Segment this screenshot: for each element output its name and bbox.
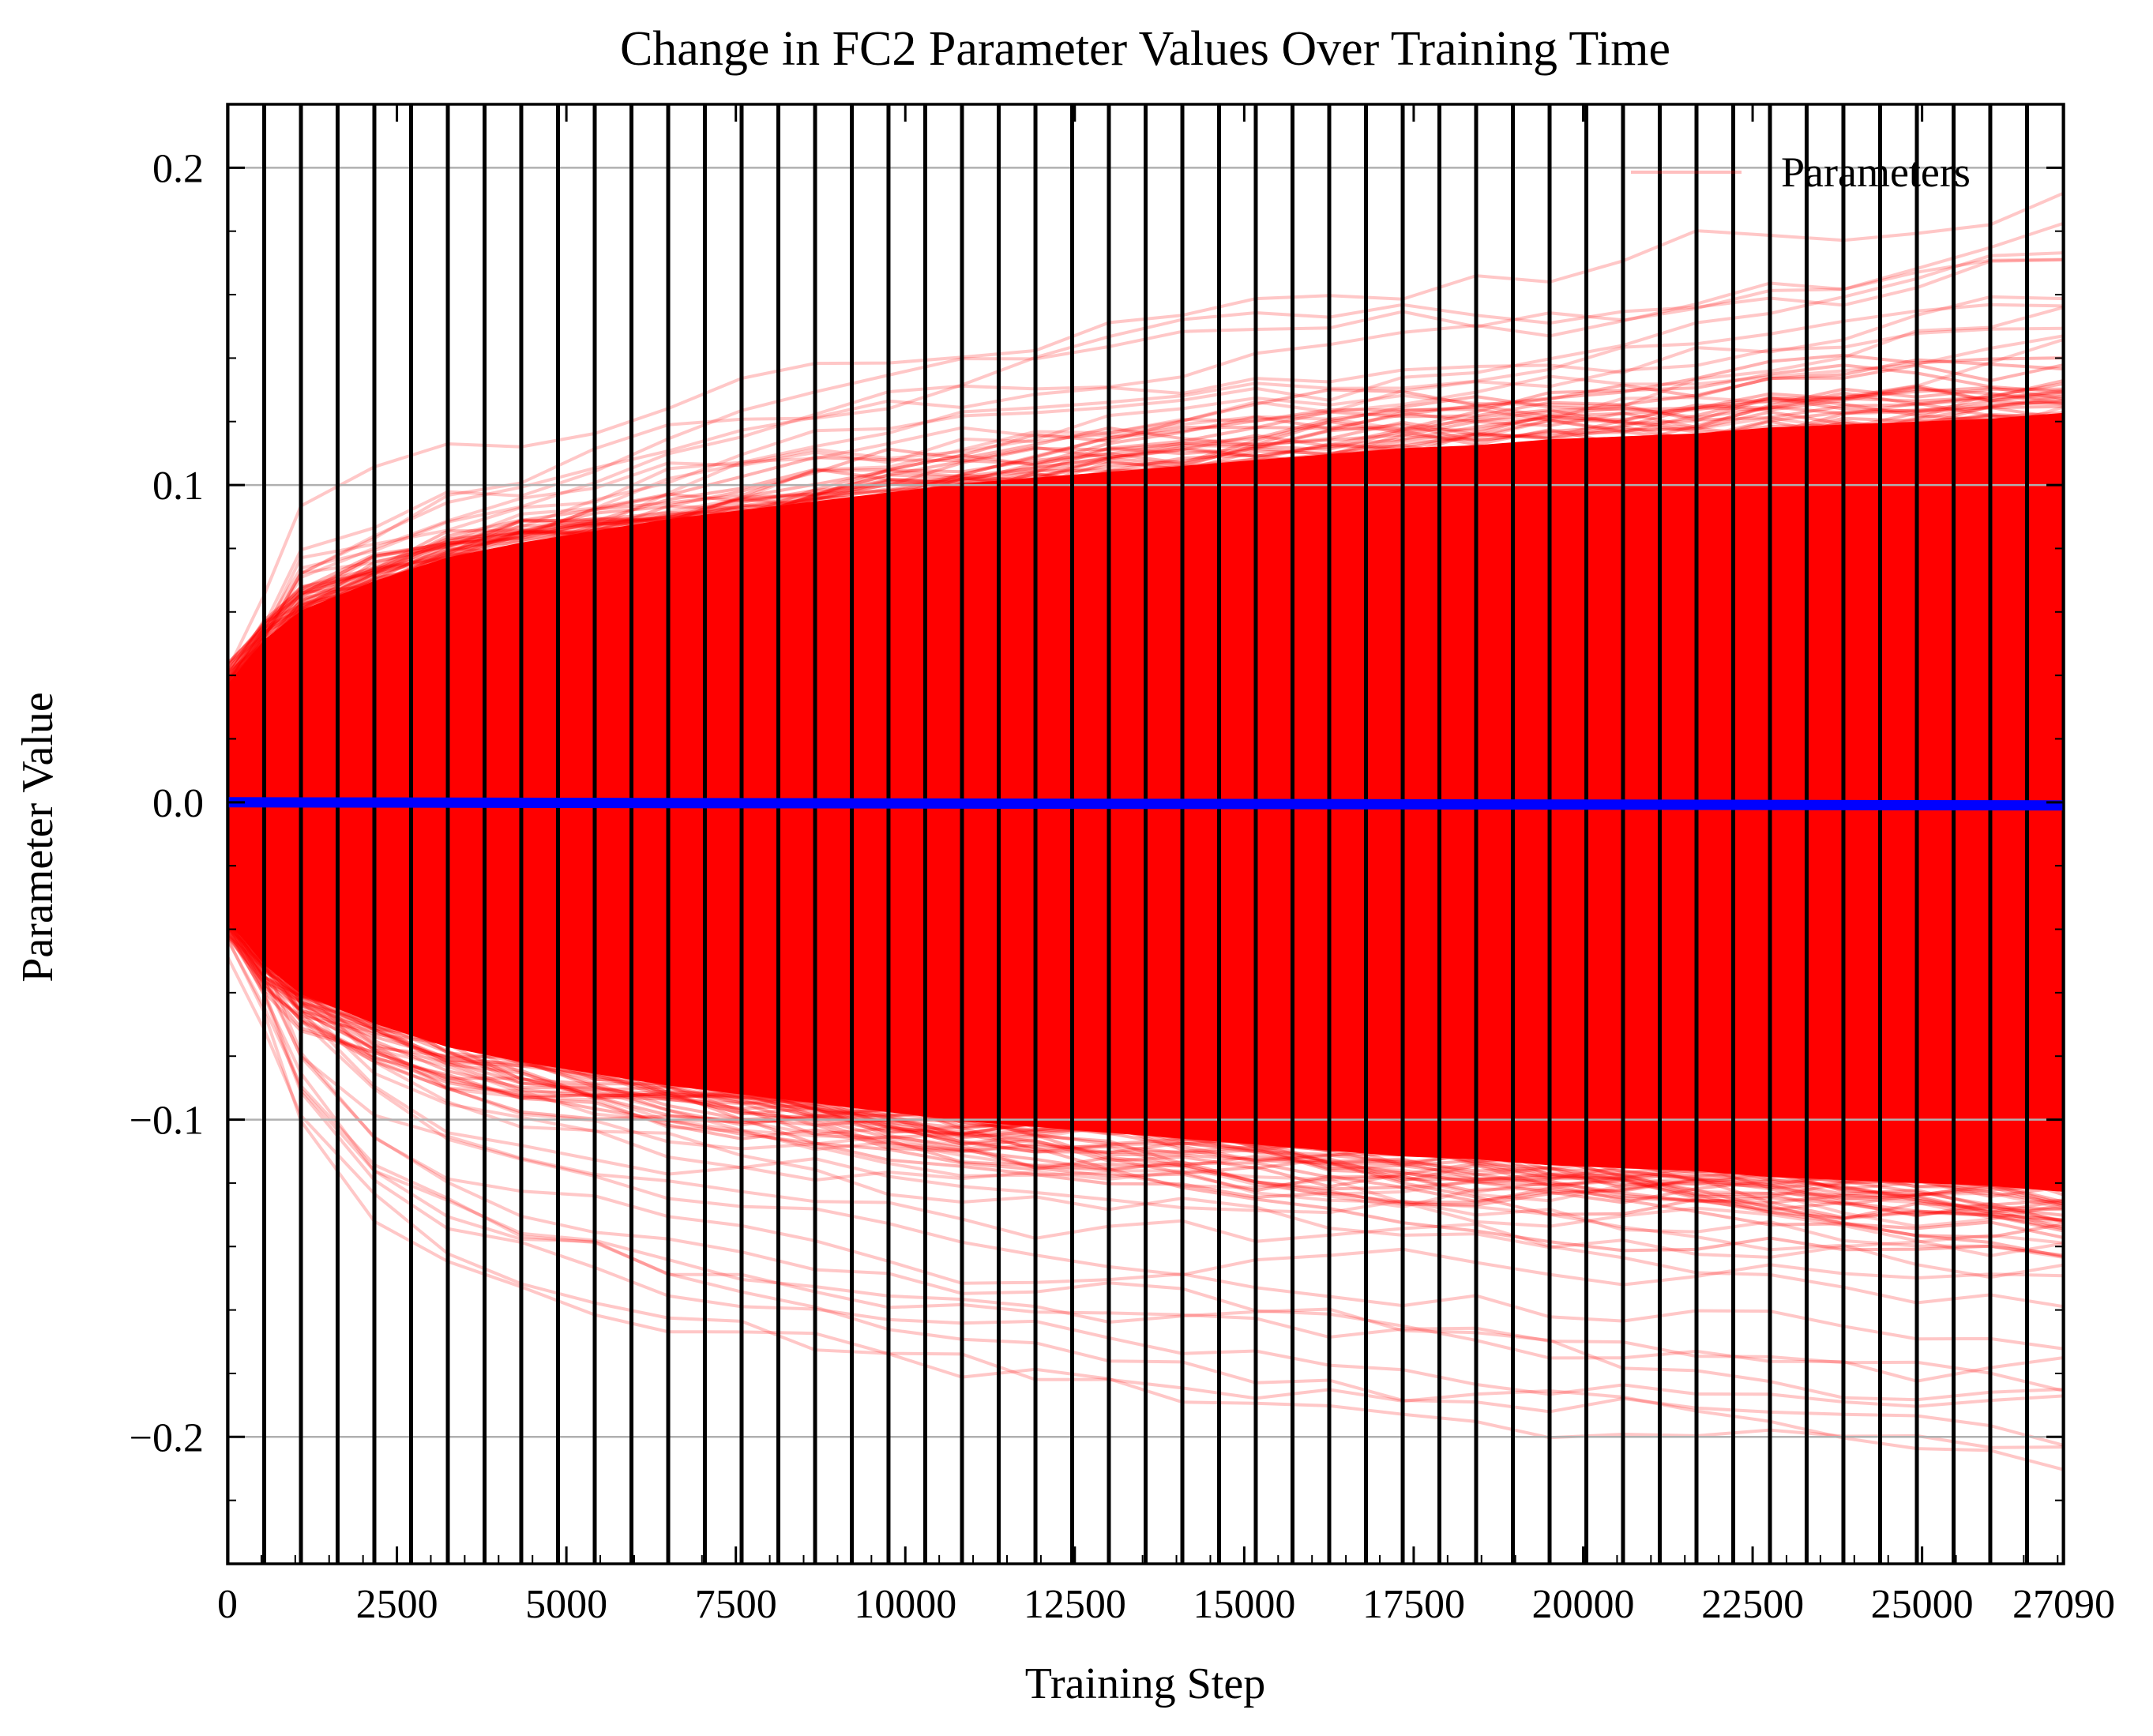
mean-line-layer — [227, 797, 2064, 811]
x-tick-label: 10000 — [854, 1582, 956, 1627]
axes-frame — [226, 103, 2065, 1565]
x-tick-label: 5000 — [525, 1582, 607, 1627]
y-axis-label: Parameter Value — [13, 692, 62, 982]
x-tick-label: 27090 — [2012, 1582, 2115, 1627]
mean-line — [227, 797, 2064, 811]
axis-ticks: 0 2500 5000 7500 10000 12500 15000 17500 20000 22… — [130, 103, 2115, 1627]
y-tick-label: 0.1 — [152, 464, 204, 509]
x-tick-label: 22500 — [1701, 1582, 1804, 1627]
x-tick-label: 2500 — [356, 1582, 438, 1627]
x-tick-label: 25000 — [1871, 1582, 1974, 1627]
chart-title: Change in FC2 Parameter Values Over Trai… — [620, 22, 1670, 76]
x-tick-label: 17500 — [1362, 1582, 1465, 1627]
y-tick-label: −0.1 — [130, 1099, 204, 1144]
x-axis-label: Training Step — [1025, 1659, 1265, 1708]
epoch-lines — [227, 104, 2064, 1564]
x-tick-label: 12500 — [1024, 1582, 1126, 1627]
y-tick-label: 0.2 — [152, 146, 204, 191]
x-tick-label: 0 — [217, 1582, 238, 1627]
legend: Parameters — [1631, 148, 1971, 196]
x-tick-label: 20000 — [1532, 1582, 1635, 1627]
y-tick-label: 0.0 — [152, 781, 204, 826]
x-tick-label: 15000 — [1193, 1582, 1295, 1627]
plot-frame — [226, 103, 2065, 1565]
legend-label-parameters: Parameters — [1781, 148, 1971, 196]
x-tick-label: 7500 — [695, 1582, 777, 1627]
parameter-lines — [227, 191, 2064, 1471]
y-tick-label: −0.2 — [130, 1415, 204, 1460]
